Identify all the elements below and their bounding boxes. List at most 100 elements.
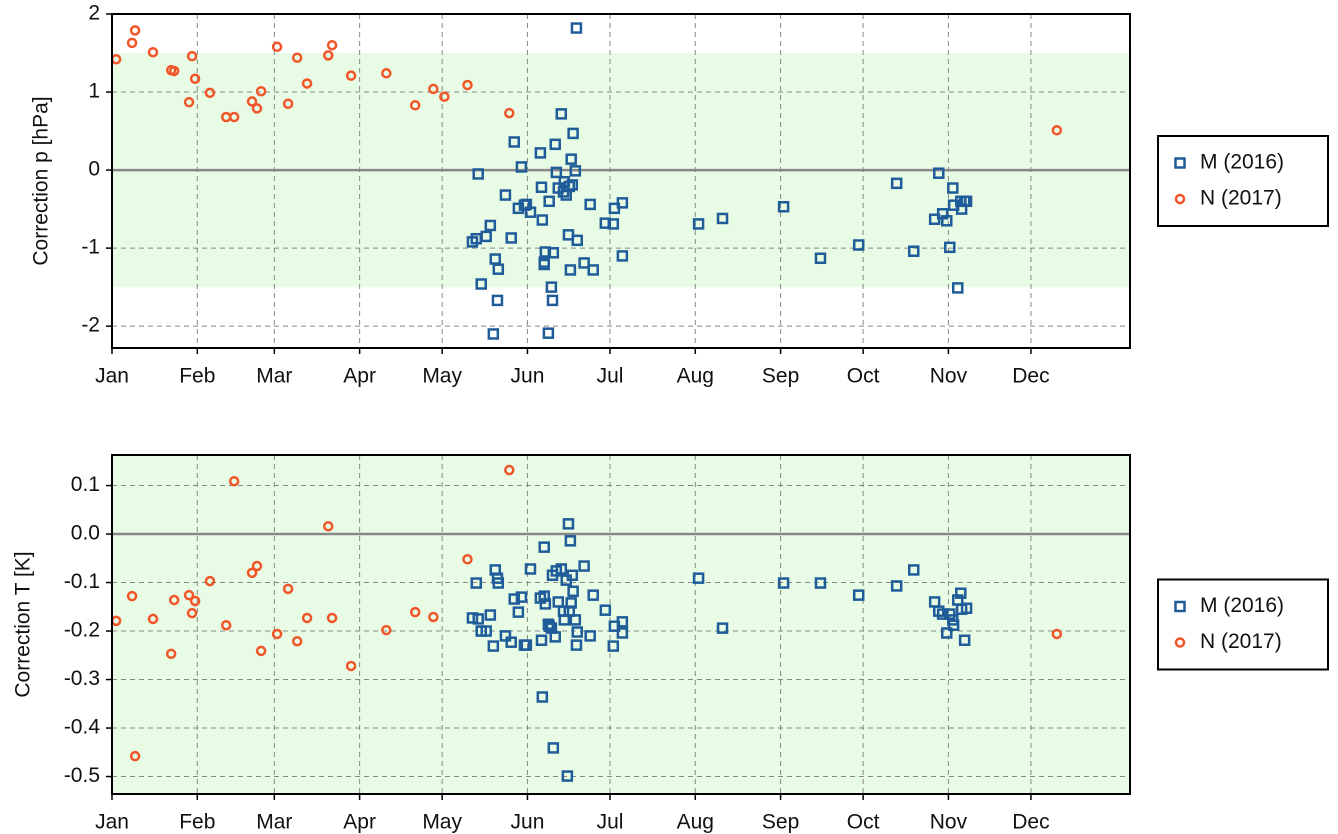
marker xyxy=(890,580,903,592)
marker xyxy=(475,278,487,290)
marker xyxy=(147,46,159,58)
marker xyxy=(534,147,547,159)
marker xyxy=(492,263,505,275)
marker xyxy=(524,206,537,218)
marker xyxy=(409,100,421,111)
marker xyxy=(584,198,596,211)
marker xyxy=(487,328,500,340)
plot-frame xyxy=(111,454,1131,795)
y-tick-label: -0.5 xyxy=(64,764,100,787)
marker xyxy=(567,127,579,140)
marker xyxy=(381,624,392,636)
marker xyxy=(186,607,198,619)
marker xyxy=(936,608,949,620)
marker xyxy=(326,39,338,51)
x-tick-label: Dec xyxy=(1012,811,1049,834)
marker xyxy=(428,83,439,95)
legend-label: M (2016) xyxy=(1200,594,1284,617)
x-tick-label: Jan xyxy=(95,811,129,834)
marker xyxy=(301,612,313,624)
legend-box xyxy=(1157,578,1329,671)
marker xyxy=(555,563,568,575)
marker xyxy=(326,612,338,624)
marker xyxy=(958,634,971,647)
marker xyxy=(491,294,504,307)
marker xyxy=(587,264,599,276)
x-tick-label: Aug xyxy=(677,365,714,388)
y-axis-label: Correction T [K] xyxy=(12,551,35,697)
marker xyxy=(1174,193,1186,205)
x-tick-label: Nov xyxy=(930,365,968,388)
marker xyxy=(291,52,303,63)
marker xyxy=(246,96,258,107)
marker xyxy=(952,282,964,294)
marker xyxy=(562,518,575,530)
marker xyxy=(543,620,555,632)
marker xyxy=(947,619,960,631)
marker xyxy=(291,635,303,647)
marker xyxy=(933,167,945,179)
marker xyxy=(616,627,629,639)
y-tick-label: -2 xyxy=(81,314,100,337)
marker xyxy=(1051,125,1063,136)
marker xyxy=(555,108,568,120)
marker xyxy=(563,180,576,193)
x-tick-label: Apr xyxy=(343,811,376,834)
marker xyxy=(168,65,180,77)
marker xyxy=(505,636,517,648)
marker xyxy=(539,598,552,610)
marker xyxy=(323,521,334,532)
marker xyxy=(547,247,560,259)
marker xyxy=(607,640,620,652)
marker xyxy=(183,589,195,601)
marker xyxy=(147,613,159,625)
marker xyxy=(941,627,953,639)
marker xyxy=(716,212,729,225)
marker xyxy=(381,68,392,79)
marker xyxy=(944,608,956,620)
marker xyxy=(504,107,515,119)
marker xyxy=(246,567,258,579)
marker xyxy=(538,258,550,271)
marker xyxy=(907,564,920,576)
marker xyxy=(569,165,582,177)
marker xyxy=(777,577,790,589)
marker xyxy=(550,166,563,179)
marker xyxy=(515,161,528,173)
marker xyxy=(566,179,579,191)
legend-label: N (2017) xyxy=(1200,187,1282,210)
x-tick-label: Oct xyxy=(847,365,880,388)
y-tick-label: -1 xyxy=(81,236,100,259)
x-tick-label: Sep xyxy=(762,365,799,388)
marker xyxy=(571,234,584,247)
marker xyxy=(852,239,865,251)
marker xyxy=(852,589,865,601)
marker xyxy=(251,103,263,114)
y-tick-label: 0.0 xyxy=(71,522,100,545)
x-tick-label: Mar xyxy=(256,811,292,834)
marker xyxy=(251,560,263,572)
y-tick-label: -0.4 xyxy=(64,716,101,739)
marker xyxy=(570,22,583,34)
marker xyxy=(571,626,584,638)
x-tick-label: Jun xyxy=(511,811,545,834)
marker xyxy=(547,742,560,754)
y-tick-label: 1 xyxy=(88,80,100,103)
marker xyxy=(692,218,705,230)
marker xyxy=(536,214,549,226)
marker xyxy=(565,153,577,165)
x-tick-label: Sep xyxy=(762,811,799,834)
marker xyxy=(470,577,483,589)
marker xyxy=(439,91,450,102)
marker xyxy=(944,241,956,254)
marker xyxy=(129,750,141,762)
marker xyxy=(165,648,177,660)
marker xyxy=(1174,600,1186,613)
marker xyxy=(255,645,267,657)
marker xyxy=(487,640,500,652)
marker xyxy=(616,197,629,209)
marker xyxy=(565,597,577,609)
marker xyxy=(535,181,548,193)
